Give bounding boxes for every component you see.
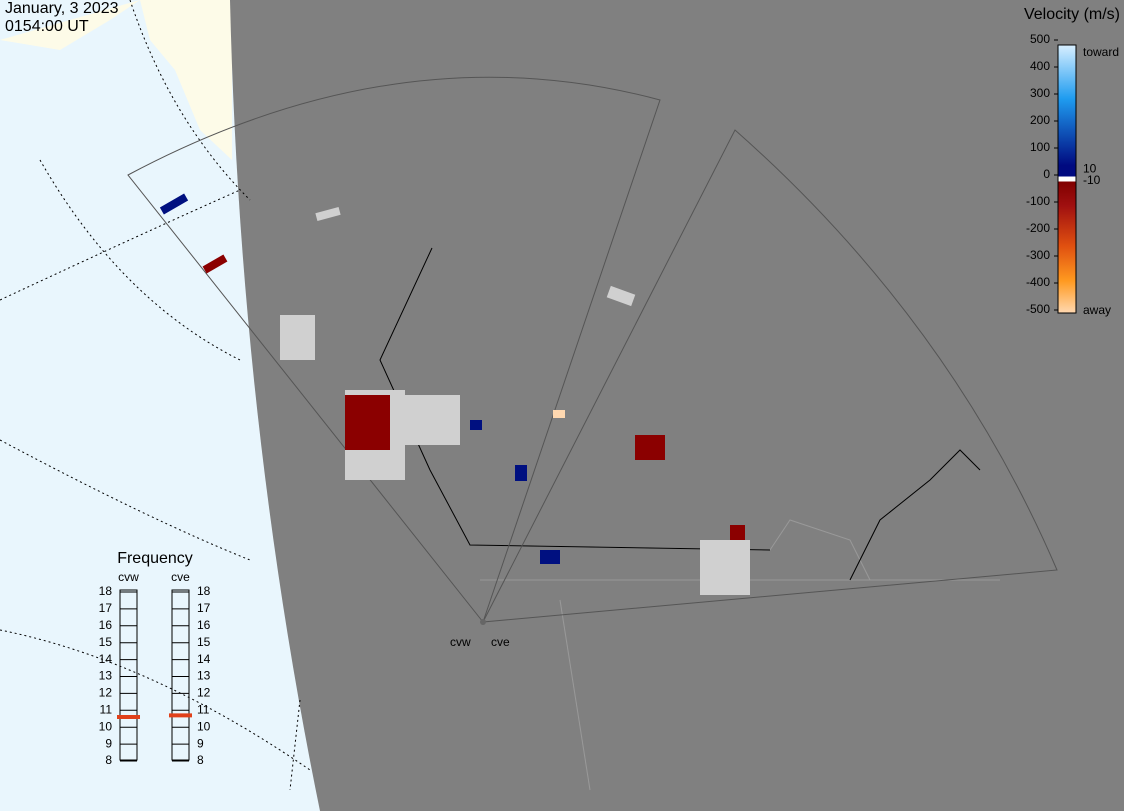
border xyxy=(379,247,771,551)
scale-inner-label: -10 xyxy=(1083,173,1101,187)
toward-label: toward xyxy=(1083,45,1119,59)
scale-tick-label: 0 xyxy=(1043,167,1050,181)
freq-tick-label: 11 xyxy=(197,702,210,716)
freq-tick-label: 10 xyxy=(197,719,211,733)
radar-name: cve xyxy=(171,570,190,584)
scale-inner-label: 10 xyxy=(1083,161,1097,175)
grid-circles xyxy=(0,0,311,791)
scale-tick-label: -500 xyxy=(1026,302,1050,316)
freq-tick-label: 15 xyxy=(99,635,113,649)
scale-tick-label: -100 xyxy=(1026,194,1050,208)
freq-tick-label: 12 xyxy=(197,686,211,700)
freq-tick-label: 17 xyxy=(99,601,113,615)
land xyxy=(0,0,232,160)
freq-tick-label: 9 xyxy=(197,736,204,750)
scale-tick-label: 400 xyxy=(1030,59,1050,73)
scale-tick-label: 100 xyxy=(1030,140,1050,154)
freq-tick-label: 16 xyxy=(197,618,211,632)
freq-tick-label: 13 xyxy=(99,669,113,683)
freq-tick-label: 15 xyxy=(197,635,211,649)
freq-tick-label: 10 xyxy=(99,719,113,733)
freq-box xyxy=(119,589,138,761)
date: January, 3 2023 xyxy=(5,0,119,17)
night-side xyxy=(230,0,1124,811)
radar-site xyxy=(480,619,486,625)
freq-tick-label: 14 xyxy=(99,652,113,666)
scale-tick-label: -200 xyxy=(1026,221,1050,235)
site-label: cvw xyxy=(450,635,471,649)
freq-tick-label: 9 xyxy=(105,736,112,750)
radar-name: cvw xyxy=(118,570,139,584)
site-label: cve xyxy=(491,635,510,649)
freq-tick-label: 14 xyxy=(197,652,211,666)
scale-tick-label: 200 xyxy=(1030,113,1050,127)
border xyxy=(849,449,981,581)
scale-tick-label: 300 xyxy=(1030,86,1050,100)
scale-tick-label: -400 xyxy=(1026,275,1050,289)
freq-tick-label: 12 xyxy=(99,686,113,700)
radar-fov xyxy=(127,76,1058,624)
freq-tick-label: 8 xyxy=(197,753,204,767)
scale-tick-label: -300 xyxy=(1026,248,1050,262)
freq-box xyxy=(171,589,190,761)
freq-tick-label: 16 xyxy=(99,618,113,632)
colorbar xyxy=(1057,44,1077,314)
freq-tick-label: 13 xyxy=(197,669,211,683)
frequency-title: Frequency xyxy=(117,550,193,567)
scale-title: Velocity (m/s) xyxy=(1024,6,1120,23)
scatter xyxy=(159,193,750,595)
freq-tick-label: 18 xyxy=(197,584,211,598)
freq-tick-label: 11 xyxy=(100,702,113,716)
away-label: away xyxy=(1083,303,1111,317)
freq-tick-label: 8 xyxy=(105,753,112,767)
scale-tick-label: 500 xyxy=(1030,32,1050,46)
freq-tick-label: 18 xyxy=(99,584,113,598)
freq-tick-label: 17 xyxy=(197,601,211,615)
time: 0154:00 UT xyxy=(5,18,89,35)
